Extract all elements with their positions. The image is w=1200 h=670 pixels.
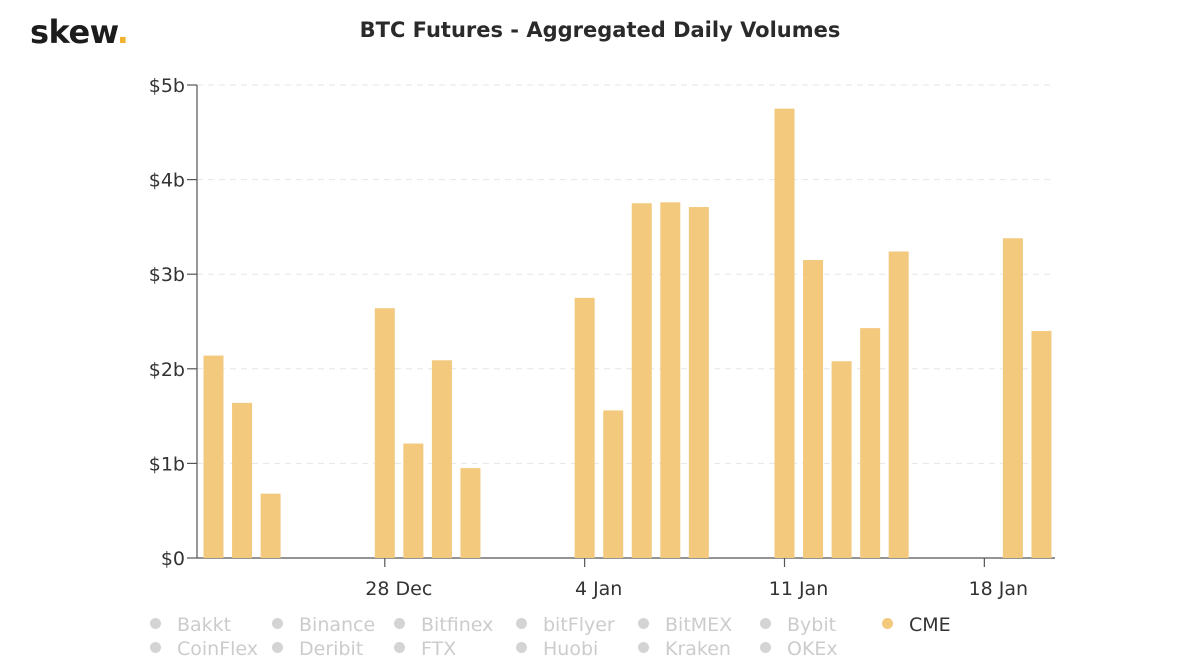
y-tick-label: $3b — [149, 264, 185, 286]
legend-marker-icon — [516, 642, 527, 653]
legend-item-huobi[interactable]: Huobi — [516, 637, 598, 661]
bar-cme-2021-01-14[interactable] — [860, 328, 881, 558]
legend-marker-icon — [760, 618, 771, 629]
legend-label: bitFlyer — [543, 614, 615, 636]
legend-item-binance[interactable]: Binance — [272, 613, 375, 637]
bar-cme-2020-12-29[interactable] — [403, 443, 424, 558]
legend-item-bitfinex[interactable]: Bitfinex — [394, 613, 493, 637]
y-tick-label: $5b — [149, 75, 185, 97]
legend-item-deribit[interactable]: Deribit — [272, 637, 363, 661]
bar-cme-2021-01-13[interactable] — [831, 361, 852, 558]
skew-logo: skew. — [30, 10, 129, 54]
legend-label: Binance — [299, 614, 376, 636]
x-tick-label: 28 Dec — [365, 578, 432, 600]
grid-lines — [197, 84, 1055, 464]
y-tick-label: $2b — [149, 359, 185, 381]
legend: Bakkt Binance Bitfinex bitFlyer BitMEX Bybit C… — [150, 612, 1050, 668]
bar-cme-2021-01-07[interactable] — [660, 202, 681, 558]
bar-cme-2020-12-30[interactable] — [431, 360, 452, 558]
legend-item-kraken[interactable]: Kraken — [638, 637, 731, 661]
legend-marker-icon — [516, 618, 527, 629]
bar-cme-2021-01-04[interactable] — [574, 297, 595, 558]
bar-cme-2021-01-05[interactable] — [603, 410, 624, 558]
legend-label: Bitfinex — [421, 614, 494, 636]
legend-item-bitmex[interactable]: BitMEX — [638, 613, 732, 637]
legend-label: OKEx — [787, 638, 838, 660]
legend-label: Bakkt — [177, 614, 232, 636]
legend-label: Bybit — [787, 614, 837, 636]
legend-marker-icon — [760, 642, 771, 653]
bar-cme-2020-12-31[interactable] — [460, 468, 481, 558]
bar-chart: $0 $1b $2b $3b $4b $5b 28 Dec 4 Jan 11 Jan 18 Jan — [149, 75, 1055, 600]
bar-cme-2021-01-11[interactable] — [774, 108, 795, 559]
legend-marker-icon — [150, 642, 161, 653]
bar-cme-2021-01-19[interactable] — [1002, 238, 1023, 558]
legend-item-bitflyer[interactable]: bitFlyer — [516, 613, 615, 637]
legend-marker-icon — [394, 618, 405, 629]
bar-cme-2021-01-12[interactable] — [803, 260, 824, 558]
legend-label: Deribit — [299, 638, 364, 660]
legend-marker-icon — [150, 618, 161, 629]
legend-label: CME — [909, 614, 951, 636]
x-tick-label: 18 Jan — [969, 578, 1029, 600]
legend-item-bakkt[interactable]: Bakkt — [150, 613, 231, 637]
bar-cme-2021-01-20[interactable] — [1031, 330, 1052, 558]
legend-marker-icon — [638, 642, 649, 653]
legend-label: Kraken — [665, 638, 731, 660]
legend-item-bybit[interactable]: Bybit — [760, 613, 836, 637]
legend-item-cme[interactable]: CME — [882, 613, 951, 637]
legend-marker-icon — [882, 618, 893, 629]
x-tick-label: 4 Jan — [575, 578, 622, 600]
bar-cme-2021-01-15[interactable] — [888, 251, 909, 558]
logo-wordmark: skew — [30, 13, 117, 51]
legend-marker-icon — [272, 642, 283, 653]
legend-item-coinflex[interactable]: CoinFlex — [150, 637, 258, 661]
axes — [187, 84, 1055, 567]
legend-label: BitMEX — [665, 614, 733, 636]
legend-item-okex[interactable]: OKEx — [760, 637, 838, 661]
bar-cme-2020-12-22[interactable] — [203, 355, 224, 558]
bar-cme-2020-12-24[interactable] — [260, 493, 281, 558]
y-tick-label: $0 — [161, 548, 185, 570]
tick-labels: $0 $1b $2b $3b $4b $5b 28 Dec 4 Jan 11 Jan 18 Jan — [149, 75, 1028, 600]
bars — [203, 108, 1052, 559]
legend-marker-icon — [272, 618, 283, 629]
legend-label: Huobi — [543, 638, 599, 660]
chart-title: BTC Futures - Aggregated Daily Volumes — [359, 18, 841, 42]
logo-dot: . — [116, 13, 129, 51]
legend-label: FTX — [421, 638, 457, 660]
bar-cme-2021-01-06[interactable] — [631, 203, 652, 558]
bar-cme-2021-01-08[interactable] — [688, 207, 709, 558]
legend-label: CoinFlex — [177, 638, 259, 660]
legend-marker-icon — [394, 642, 405, 653]
bar-cme-2020-12-28[interactable] — [374, 308, 395, 558]
legend-marker-icon — [638, 618, 649, 629]
y-tick-label: $1b — [149, 453, 185, 475]
legend-item-ftx[interactable]: FTX — [394, 637, 456, 661]
y-tick-label: $4b — [149, 170, 185, 192]
bar-cme-2020-12-23[interactable] — [232, 402, 253, 558]
x-tick-label: 11 Jan — [769, 578, 829, 600]
